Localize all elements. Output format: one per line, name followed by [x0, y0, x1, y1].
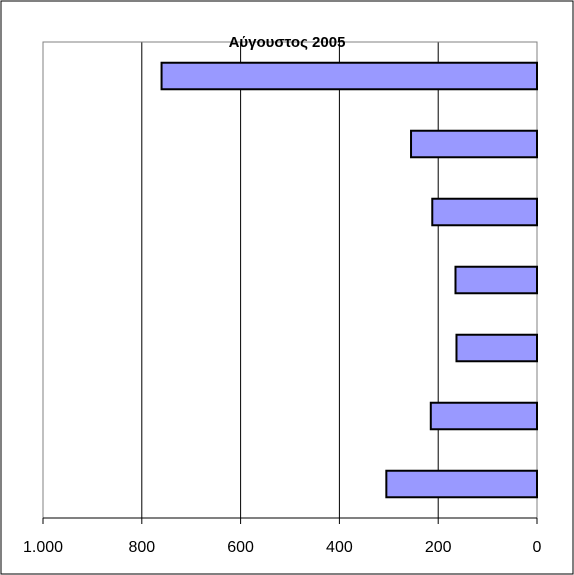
bar [429, 401, 539, 431]
x-tick-label: 1.000 [23, 539, 63, 556]
x-axis [42, 517, 538, 524]
bar [410, 129, 538, 159]
bar [385, 469, 538, 499]
x-tick-labels: 0 200 400 600 800 1.000 [23, 539, 542, 556]
bar [160, 61, 538, 91]
bar [455, 333, 538, 363]
bar [454, 265, 538, 295]
x-tick-label: 600 [227, 539, 254, 556]
x-tick-label: 0 [533, 539, 542, 556]
bars [160, 61, 539, 499]
gridlines [141, 42, 439, 518]
x-tick-label: 400 [326, 539, 353, 556]
x-tick-label: 200 [425, 539, 452, 556]
bar [431, 197, 538, 227]
x-tick-label: 800 [128, 539, 155, 556]
chart-title: Αύγουστος 2005 [229, 34, 346, 51]
